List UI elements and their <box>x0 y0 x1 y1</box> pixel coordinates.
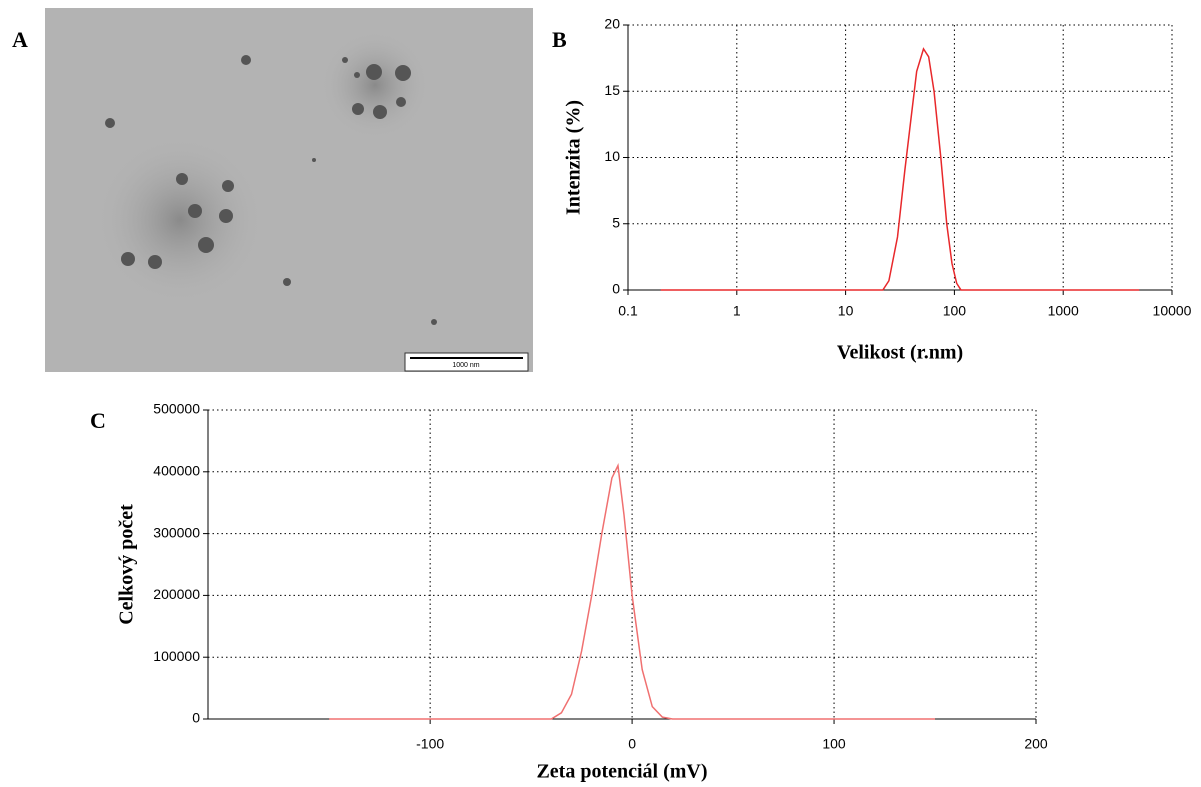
panel-label: B <box>552 27 567 52</box>
x-tick-label: 200 <box>1024 736 1048 752</box>
x-tick-label: 10000 <box>1153 303 1192 319</box>
x-tick-label: 0.1 <box>618 303 638 319</box>
x-axis-label: Zeta potenciál (mV) <box>536 761 707 783</box>
panel-label: A <box>12 27 28 52</box>
y-tick-label: 400000 <box>153 463 200 479</box>
y-tick-label: 10 <box>604 148 620 164</box>
data-line <box>661 49 1140 290</box>
x-tick-label: -100 <box>416 736 444 752</box>
x-axis-label: Velikost (r.nm) <box>837 342 963 364</box>
y-tick-label: 0 <box>192 710 200 726</box>
scale-bar-label: 1000 nm <box>452 362 479 369</box>
y-tick-label: 300000 <box>153 524 200 540</box>
y-tick-label: 20 <box>604 16 620 32</box>
y-tick-label: 200000 <box>153 586 200 602</box>
tem-image: 1000 nm <box>45 8 533 372</box>
x-tick-label: 10 <box>838 303 854 319</box>
y-tick-label: 100000 <box>153 648 200 664</box>
x-tick-label: 1 <box>733 303 741 319</box>
y-tick-label: 0 <box>612 281 620 297</box>
y-tick-label: 5 <box>612 214 620 230</box>
y-axis-label: Celkový počet <box>116 504 138 625</box>
x-tick-label: 0 <box>628 736 636 752</box>
figure: 1000 nm A B051015200.1110100100010000Vel… <box>0 0 1201 787</box>
x-tick-label: 100 <box>822 736 846 752</box>
x-tick-label: 100 <box>943 303 967 319</box>
y-tick-label: 500000 <box>153 401 200 417</box>
panel-label: C <box>90 408 106 433</box>
y-axis-label: Intenzita (%) <box>563 100 585 215</box>
x-tick-label: 1000 <box>1048 303 1079 319</box>
y-tick-label: 15 <box>604 82 620 98</box>
